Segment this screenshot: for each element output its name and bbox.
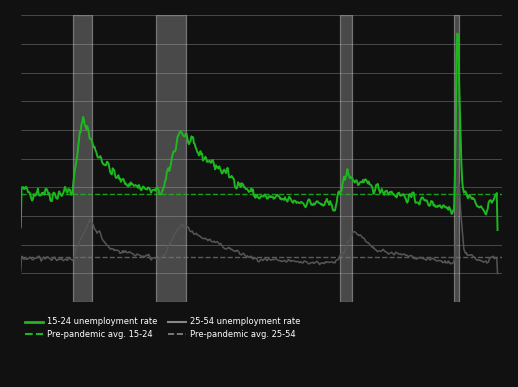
- Bar: [454, 15, 459, 302]
- Legend: 15-24 unemployment rate, Pre-pandemic avg. 15-24, 25-54 unemployment rate, Pre-p: 15-24 unemployment rate, Pre-pandemic av…: [25, 317, 300, 339]
- Bar: [73, 15, 92, 302]
- Bar: [340, 15, 352, 302]
- Bar: [156, 15, 186, 302]
